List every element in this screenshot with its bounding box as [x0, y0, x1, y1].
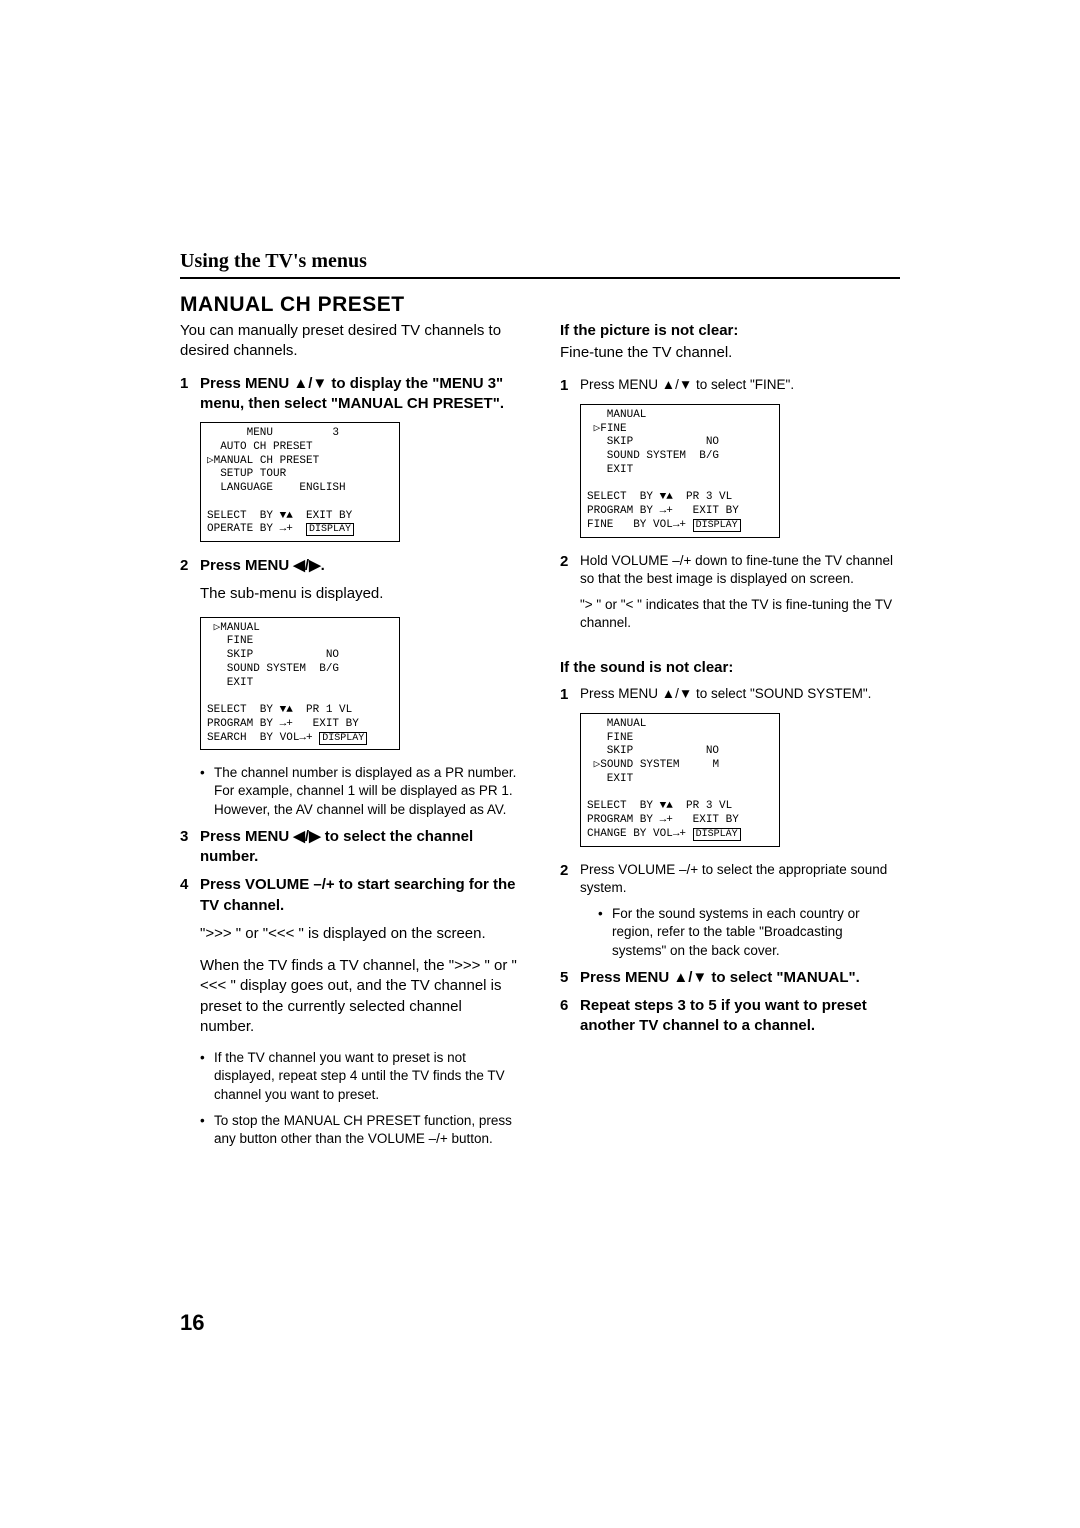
step-number: 1 [560, 685, 580, 705]
step-number: 1 [560, 376, 580, 396]
snd-step-2: 2 Press VOLUME –/+ to select the appropr… [560, 861, 900, 897]
step-1: 1 Press MENU ▲/▼ to display the "MENU 3"… [180, 374, 520, 415]
step-number: 4 [180, 875, 200, 916]
bullet-dot-icon: • [200, 1049, 214, 1104]
step-5-text: Press MENU ▲/▼ to select "MANUAL". [580, 968, 900, 988]
step-4-detail-a: ">>> " or "<<< " is displayed on the scr… [200, 924, 520, 944]
bullet-sound-systems: • For the sound systems in each country … [598, 905, 900, 960]
pic-step-2: 2 Hold VOLUME –/+ down to fine-tune the … [560, 552, 900, 588]
bullet-pr-note: • The channel number is displayed as a P… [200, 764, 520, 819]
step-2-bold: Press MENU ◀/▶. [200, 557, 325, 574]
intro-text: You can manually preset desired TV chann… [180, 321, 520, 362]
bullet-stop: • To stop the MANUAL CH PRESET function,… [200, 1112, 520, 1148]
pic-step-1-text: Press MENU ▲/▼ to select "FINE". [580, 376, 900, 396]
bullet-text: To stop the MANUAL CH PRESET function, p… [214, 1112, 520, 1148]
osd-screen-4: MANUAL FINE SKIP NO ▷SOUND SYSTEM M EXIT… [580, 713, 780, 847]
step-3: 3 Press MENU ◀/▶ to select the channel n… [180, 827, 520, 868]
step-5: 5 Press MENU ▲/▼ to select "MANUAL". [560, 968, 900, 988]
bullet-dot-icon: • [598, 905, 612, 960]
spacer [560, 644, 900, 658]
snd-step-1-text: Press MENU ▲/▼ to select "SOUND SYSTEM". [580, 685, 900, 705]
two-column-layout: You can manually preset desired TV chann… [180, 321, 900, 1156]
bullet-text: If the TV channel you want to preset is … [214, 1049, 520, 1104]
step-2-line: The sub-menu is displayed. [200, 584, 520, 604]
step-6-text: Repeat steps 3 to 5 if you want to prese… [580, 996, 900, 1037]
step-number: 5 [560, 968, 580, 988]
picture-unclear-line: Fine-tune the TV channel. [560, 343, 900, 363]
step-number: 1 [180, 374, 200, 415]
manual-page: Using the TV's menus MANUAL CH PRESET Yo… [180, 250, 900, 1276]
section-header: Using the TV's menus [180, 250, 900, 279]
step-4-detail-b: When the TV finds a TV channel, the ">>>… [200, 956, 520, 1037]
step-4: 4 Press VOLUME –/+ to start searching fo… [180, 875, 520, 916]
osd-screen-2: ▷MANUAL FINE SKIP NO SOUND SYSTEM B/G EX… [200, 617, 400, 751]
bullet-text: The channel number is displayed as a PR … [214, 764, 520, 819]
bullet-dot-icon: • [200, 764, 214, 819]
step-number: 6 [560, 996, 580, 1037]
bullet-dot-icon: • [200, 1112, 214, 1148]
sound-unclear-heading: If the sound is not clear: [560, 658, 900, 678]
osd-screen-1: MENU 3 AUTO CH PRESET ▷MANUAL CH PRESET … [200, 422, 400, 542]
step-number: 3 [180, 827, 200, 868]
osd-screen-3: MANUAL ▷FINE SKIP NO SOUND SYSTEM B/G EX… [580, 404, 780, 538]
page-title: MANUAL CH PRESET [180, 293, 900, 317]
snd-step-2-text: Press VOLUME –/+ to select the appropria… [580, 861, 900, 897]
pic-step-2b: "> " or "< " indicates that the TV is fi… [580, 596, 900, 632]
step-3-text: Press MENU ◀/▶ to select the channel num… [200, 827, 520, 868]
step-4-text: Press VOLUME –/+ to start searching for … [200, 875, 520, 916]
step-number: 2 [560, 861, 580, 897]
right-column: If the picture is not clear: Fine-tune t… [560, 321, 900, 1156]
picture-unclear-heading: If the picture is not clear: [560, 321, 900, 341]
step-2-body: Press MENU ◀/▶. [200, 556, 520, 576]
step-number: 2 [560, 552, 580, 588]
page-number: 16 [180, 1310, 204, 1336]
bullet-text: For the sound systems in each country or… [612, 905, 900, 960]
bullet-repeat: • If the TV channel you want to preset i… [200, 1049, 520, 1104]
step-6: 6 Repeat steps 3 to 5 if you want to pre… [560, 996, 900, 1037]
left-column: You can manually preset desired TV chann… [180, 321, 520, 1156]
step-2: 2 Press MENU ◀/▶. [180, 556, 520, 576]
pic-step-1: 1 Press MENU ▲/▼ to select "FINE". [560, 376, 900, 396]
pic-step-2-text: Hold VOLUME –/+ down to fine-tune the TV… [580, 552, 900, 588]
step-1-text: Press MENU ▲/▼ to display the "MENU 3" m… [200, 374, 520, 415]
snd-step-1: 1 Press MENU ▲/▼ to select "SOUND SYSTEM… [560, 685, 900, 705]
step-number: 2 [180, 556, 200, 576]
